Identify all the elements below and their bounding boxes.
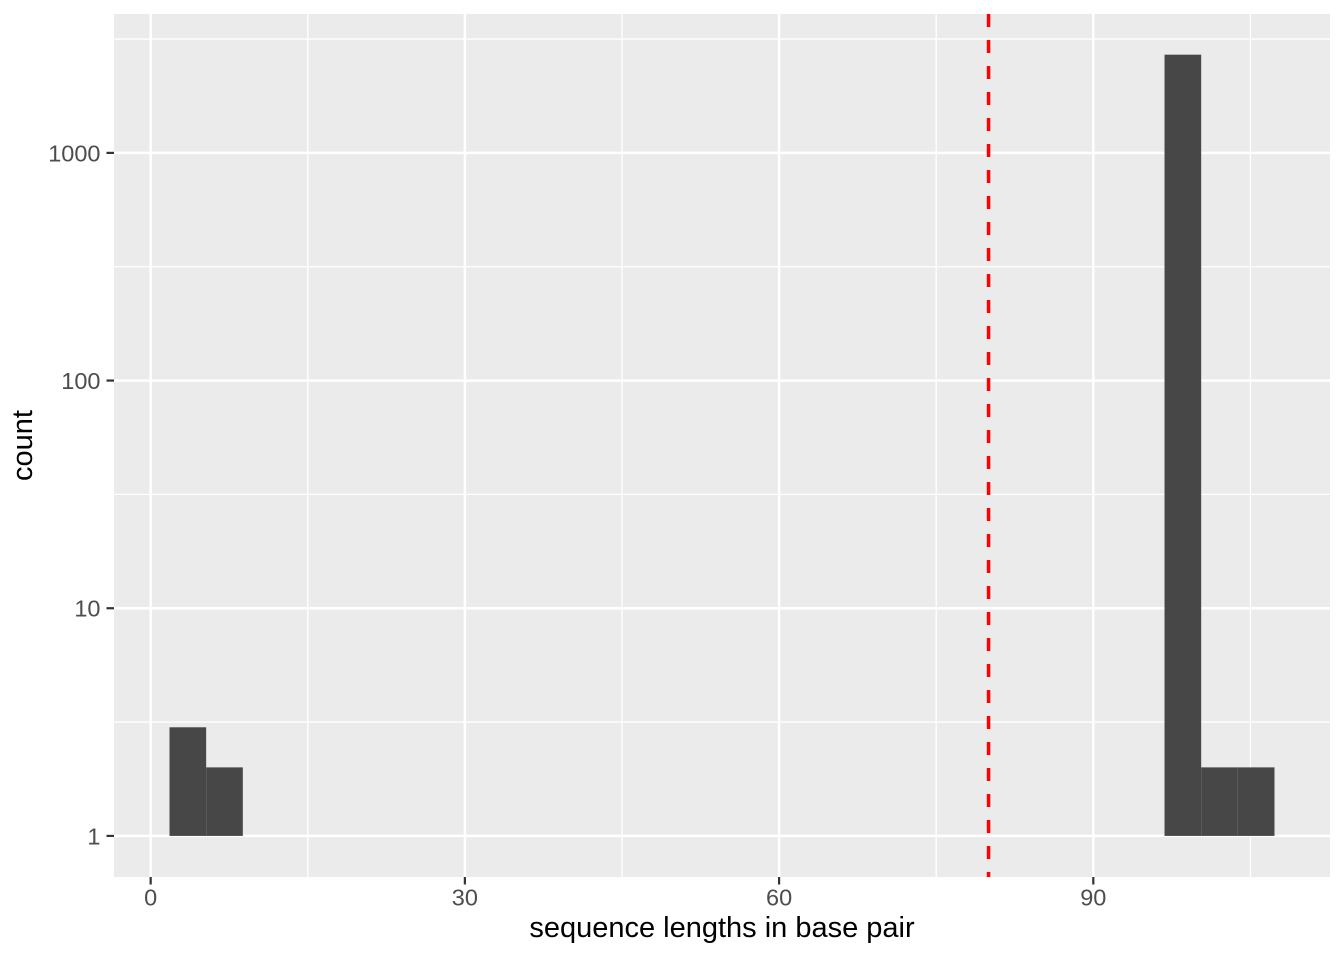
y-axis-tick-label: 10 [74,596,100,622]
plot-panel [114,14,1330,877]
y-axis-tick-label: 1 [87,823,100,849]
x-axis-tick-label: 60 [766,885,792,911]
histogram-bar [1237,767,1275,836]
histogram-bar [1201,767,1238,836]
x-axis-tick-label: 90 [1080,885,1106,911]
histogram-bar [169,727,207,836]
histogram-bar [206,767,243,836]
y-axis-tick-label: 1000 [48,140,100,166]
y-axis-title: count [7,410,39,481]
y-axis-tick-label: 100 [61,368,100,394]
x-axis-title: sequence lengths in base pair [529,912,915,944]
histogram-bar [1164,54,1202,836]
x-axis-tick-label: 0 [144,885,157,911]
x-axis-tick-label: 30 [452,885,478,911]
